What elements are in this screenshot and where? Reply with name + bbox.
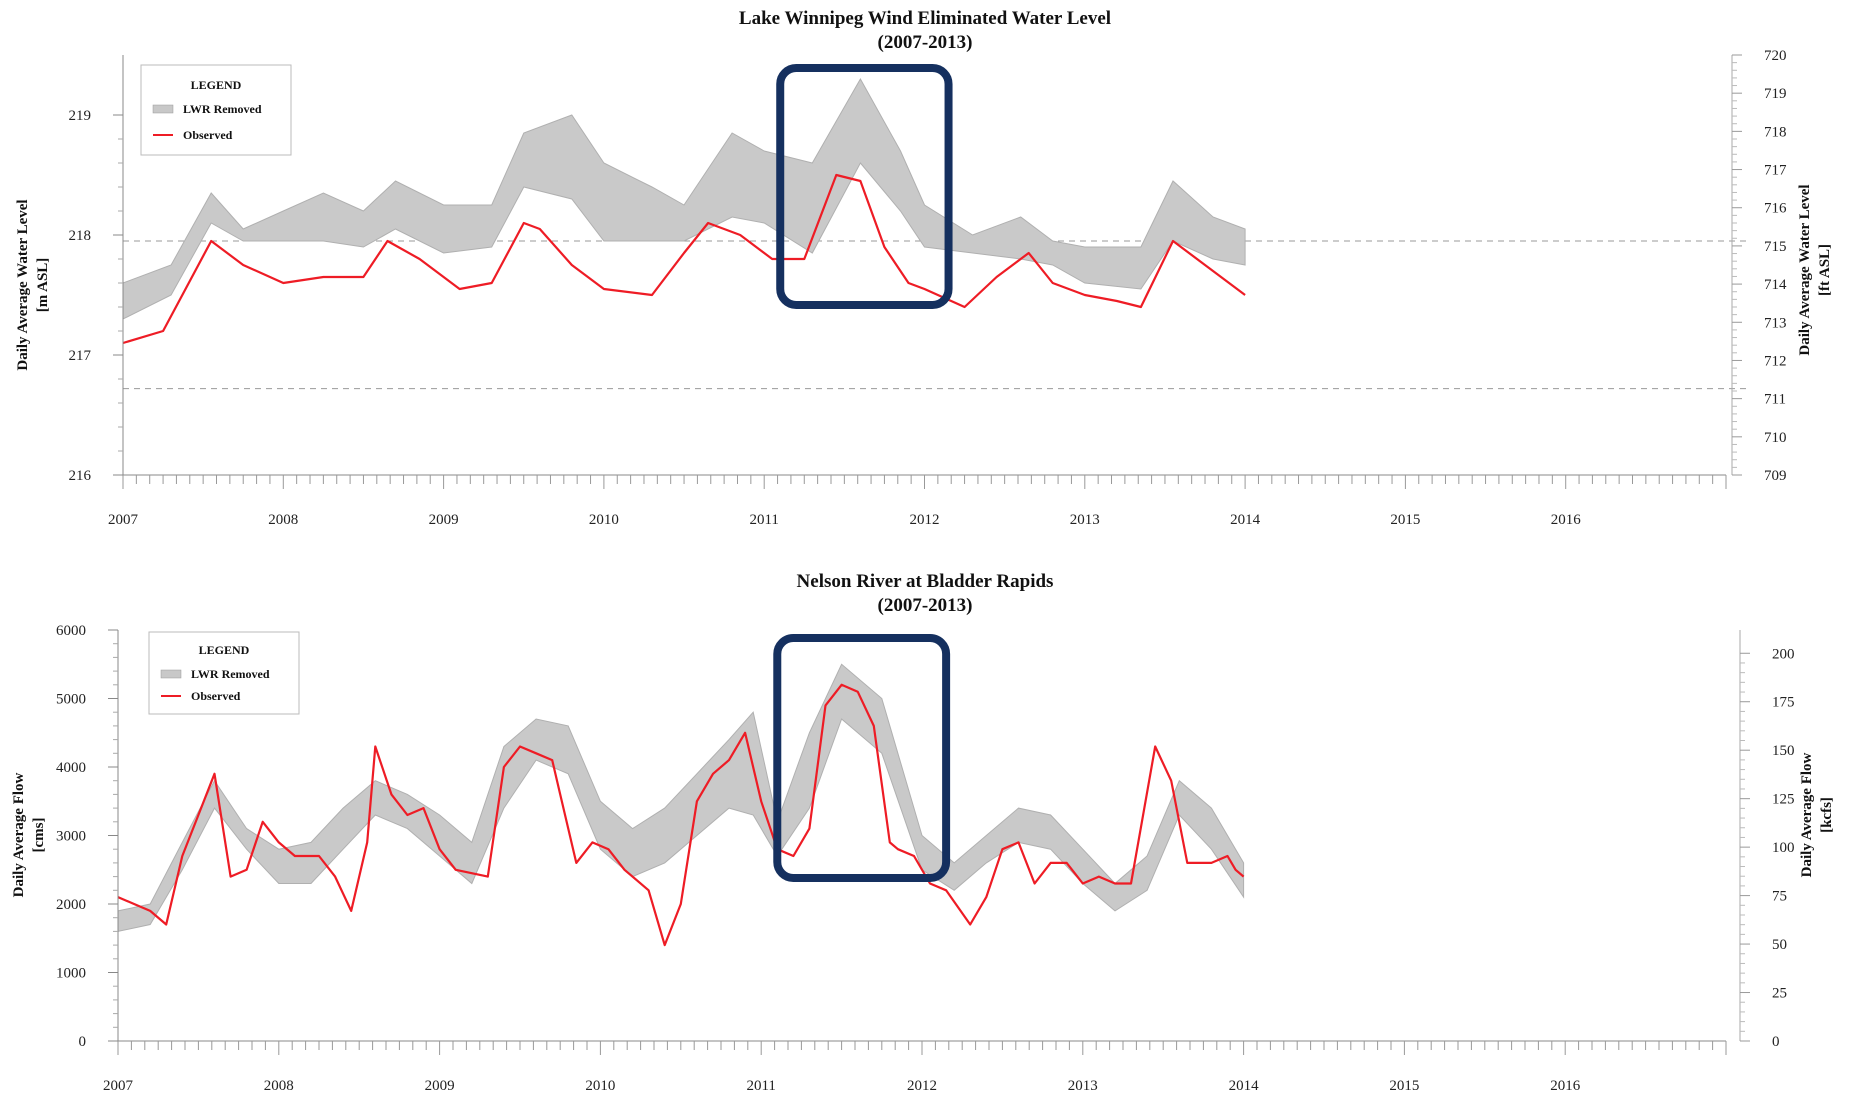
y2-tick-label: 0 — [1772, 1034, 1780, 1050]
y2-tick-label: 710 — [1764, 430, 1787, 446]
highlight-layer — [776, 64, 953, 309]
axes: 2007 2008 2009 2010 2011 2012 2013 2014 2015 2016… — [69, 48, 1788, 528]
chart-flow: Nelson River at Bladder Rapids (2007-201… — [11, 571, 1835, 1094]
y-axis-label: Daily Average Water Level [m ASL] — [15, 199, 51, 370]
legend-entry-band: LWR Removed — [183, 102, 262, 116]
chart-title: Nelson River at Bladder Rapids — [797, 571, 1054, 592]
x-tick-label: 2012 — [907, 1078, 937, 1094]
y2-tick-label: 125 — [1772, 792, 1795, 808]
y2-axis-label: Daily Average Flow [kcfs] — [1799, 752, 1835, 877]
legend-band-swatch — [160, 669, 182, 679]
chart-subtitle: (2007-2013) — [878, 32, 973, 53]
y-tick-label: 219 — [69, 108, 92, 124]
y-tick-label: 217 — [69, 348, 92, 364]
series-line-observed — [117, 683, 1245, 947]
legend-entry-band: LWR Removed — [191, 667, 270, 681]
x-tick-label: 2008 — [264, 1078, 294, 1094]
x-tick-label: 2009 — [425, 1078, 455, 1094]
series-line-observed — [122, 173, 1246, 345]
legend: LEGEND LWR Removed Observed — [140, 64, 292, 156]
x-tick-label: 2011 — [746, 1078, 775, 1094]
y-tick-label: 1000 — [56, 966, 86, 982]
highlight-layer — [773, 634, 951, 882]
y-tick-label: 3000 — [56, 829, 86, 845]
chart-water-level: Lake Winnipeg Wind Eliminated Water Leve… — [15, 8, 1833, 528]
y2-tick-label: 50 — [1772, 937, 1787, 953]
legend-title: LEGEND — [199, 643, 250, 657]
x-tick-label: 2009 — [429, 512, 459, 528]
y2-tick-label: 25 — [1772, 986, 1787, 1002]
series-band-lwr-removed — [117, 663, 1245, 933]
x-tick-label: 2016 — [1551, 512, 1582, 528]
legend-band-swatch — [152, 104, 174, 114]
axes: 2007 2008 2009 2010 2011 2012 2013 2014 2015 2016… — [56, 623, 1795, 1094]
x-tick-label: 2016 — [1550, 1078, 1581, 1094]
y2-tick-label: 720 — [1764, 48, 1787, 64]
y-tick-label: 6000 — [56, 623, 86, 639]
x-tick-label: 2015 — [1390, 512, 1420, 528]
band-layer — [122, 77, 1246, 320]
x-tick-label: 2010 — [589, 512, 619, 528]
y-tick-label: 4000 — [56, 760, 86, 776]
y2-tick-label: 712 — [1764, 353, 1787, 369]
x-tick-label: 2010 — [585, 1078, 615, 1094]
y2-tick-label: 716 — [1764, 201, 1787, 217]
highlight-box — [773, 634, 951, 882]
x-tick-label: 2007 — [103, 1078, 134, 1094]
y2-tick-label: 175 — [1772, 695, 1795, 711]
y2-tick-label: 714 — [1764, 277, 1787, 293]
chart-subtitle: (2007-2013) — [878, 595, 973, 616]
legend: LEGEND LWR Removed Observed — [148, 631, 300, 715]
reference-lines — [123, 240, 1746, 390]
x-tick-label: 2015 — [1389, 1078, 1419, 1094]
x-tick-label: 2013 — [1068, 1078, 1098, 1094]
y2-tick-label: 717 — [1764, 163, 1787, 179]
y2-tick-label: 709 — [1764, 468, 1787, 484]
y2-tick-label: 200 — [1772, 646, 1795, 662]
x-tick-label: 2013 — [1070, 512, 1100, 528]
y-tick-label: 2000 — [56, 897, 86, 913]
x-tick-label: 2008 — [268, 512, 298, 528]
y-tick-label: 0 — [79, 1034, 87, 1050]
legend-entry-line: Observed — [183, 128, 233, 142]
y2-tick-label: 715 — [1764, 239, 1787, 255]
x-tick-label: 2014 — [1229, 1078, 1260, 1094]
y2-tick-label: 100 — [1772, 840, 1795, 856]
y2-tick-label: 713 — [1764, 315, 1787, 331]
legend-entry-line: Observed — [191, 689, 241, 703]
y-tick-label: 216 — [69, 468, 92, 484]
line-layer — [122, 173, 1246, 345]
series-band-lwr-removed — [122, 77, 1246, 320]
x-tick-label: 2007 — [108, 512, 139, 528]
band-layer — [117, 663, 1245, 933]
y-axis-label: Daily Average Flow [cms] — [11, 772, 47, 897]
y2-tick-label: 711 — [1764, 392, 1786, 408]
x-tick-label: 2011 — [749, 512, 778, 528]
x-tick-label: 2014 — [1230, 512, 1261, 528]
line-layer — [117, 683, 1245, 947]
y2-tick-label: 718 — [1764, 124, 1787, 140]
x-tick-label: 2012 — [910, 512, 940, 528]
y-tick-label: 5000 — [56, 692, 86, 708]
highlight-box — [776, 64, 953, 309]
legend-title: LEGEND — [191, 78, 242, 92]
y2-axis-label: Daily Average Water Level [ft ASL] — [1797, 184, 1833, 355]
y2-tick-label: 719 — [1764, 86, 1787, 102]
chart-title: Lake Winnipeg Wind Eliminated Water Leve… — [739, 8, 1111, 29]
y-tick-label: 218 — [69, 228, 92, 244]
y2-tick-label: 75 — [1772, 889, 1787, 905]
y2-tick-label: 150 — [1772, 743, 1795, 759]
